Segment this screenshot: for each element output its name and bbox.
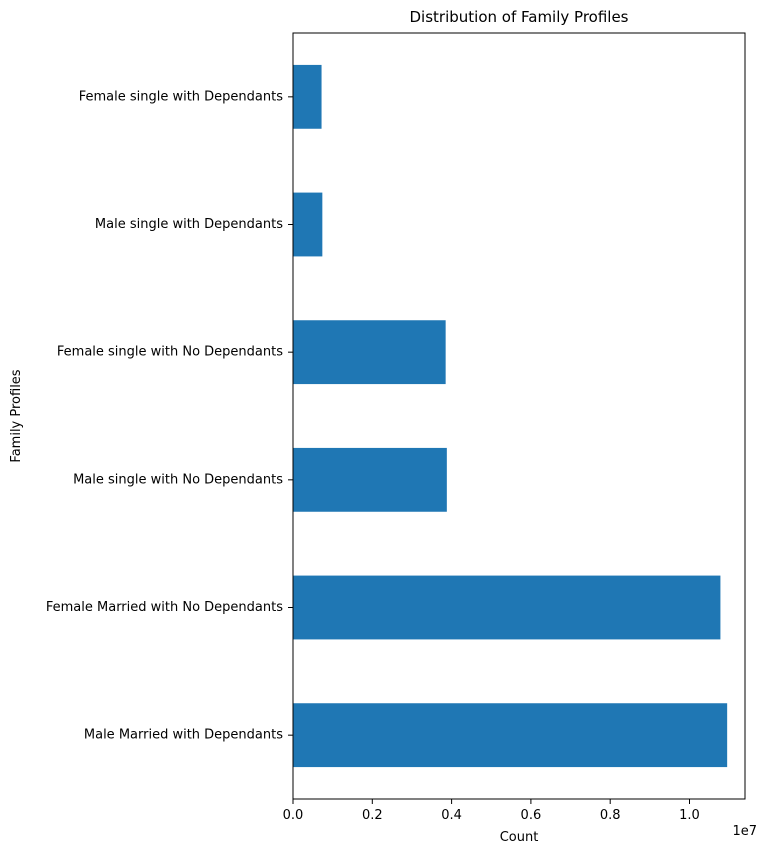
bar-4 <box>293 192 323 257</box>
bar-5 <box>293 64 322 129</box>
x-tick-label-2: 0.4 <box>441 808 462 823</box>
x-axis-offset-label: 1e7 <box>732 824 757 839</box>
chart-title: Distribution of Family Profiles <box>410 8 629 26</box>
y-axis-ticks: Male Married with Dependants Female Marri… <box>46 89 293 743</box>
bars-group <box>293 64 728 768</box>
y-tick-label-4: Male single with Dependants <box>95 217 283 232</box>
bar-2 <box>293 447 447 512</box>
bar-0 <box>293 703 728 768</box>
bar-3 <box>293 320 446 385</box>
y-tick-label-2: Male single with No Dependants <box>73 472 283 487</box>
y-tick-label-0: Male Married with Dependants <box>84 728 283 743</box>
y-tick-label-5: Female single with Dependants <box>79 89 284 104</box>
bar-1 <box>293 575 721 640</box>
y-tick-label-1: Female Married with No Dependants <box>46 600 283 615</box>
plot-frame <box>292 32 746 800</box>
x-tick-label-4: 0.8 <box>600 808 621 823</box>
x-tick-label-0: 0.0 <box>283 808 304 823</box>
x-tick-label-1: 0.2 <box>362 808 383 823</box>
x-tick-label-5: 1.0 <box>679 808 700 823</box>
y-tick-label-3: Female single with No Dependants <box>57 345 283 360</box>
x-tick-label-3: 0.6 <box>521 808 542 823</box>
y-axis-label: Family Profiles <box>9 369 24 462</box>
x-axis-ticks: 0.0 0.2 0.4 0.6 0.8 1.0 <box>283 799 700 823</box>
x-axis-label: Count <box>500 830 539 845</box>
